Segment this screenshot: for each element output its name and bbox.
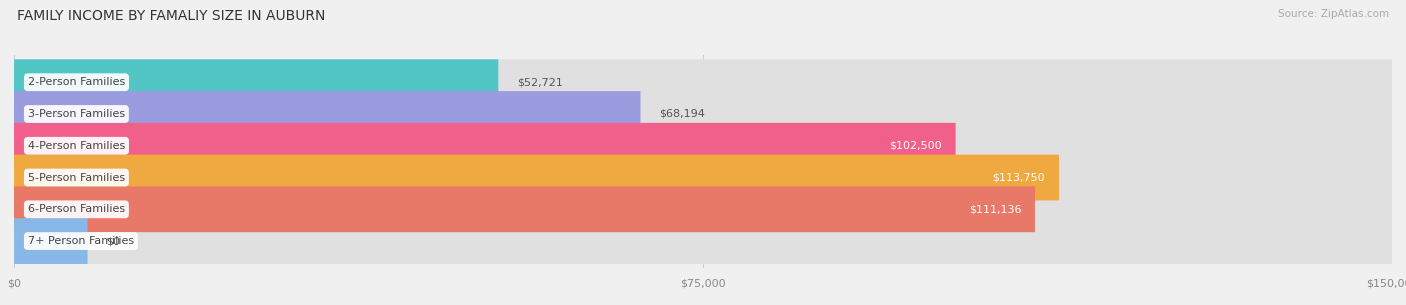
Text: FAMILY INCOME BY FAMALIY SIZE IN AUBURN: FAMILY INCOME BY FAMALIY SIZE IN AUBURN xyxy=(17,9,325,23)
Text: 2-Person Families: 2-Person Families xyxy=(28,77,125,87)
Text: 3-Person Families: 3-Person Families xyxy=(28,109,125,119)
FancyBboxPatch shape xyxy=(14,91,1392,137)
FancyBboxPatch shape xyxy=(14,123,1392,169)
Text: 6-Person Families: 6-Person Families xyxy=(28,204,125,214)
FancyBboxPatch shape xyxy=(14,91,641,137)
FancyBboxPatch shape xyxy=(14,218,87,264)
Text: $111,136: $111,136 xyxy=(969,204,1021,214)
FancyBboxPatch shape xyxy=(14,59,498,105)
FancyBboxPatch shape xyxy=(14,155,1392,200)
FancyBboxPatch shape xyxy=(14,59,1392,105)
Text: $68,194: $68,194 xyxy=(659,109,704,119)
Text: Source: ZipAtlas.com: Source: ZipAtlas.com xyxy=(1278,9,1389,19)
Text: 5-Person Families: 5-Person Families xyxy=(28,173,125,182)
Text: $52,721: $52,721 xyxy=(517,77,562,87)
Text: 7+ Person Families: 7+ Person Families xyxy=(28,236,134,246)
Text: 4-Person Families: 4-Person Families xyxy=(28,141,125,151)
FancyBboxPatch shape xyxy=(14,218,1392,264)
Text: $0: $0 xyxy=(105,236,120,246)
Text: $102,500: $102,500 xyxy=(889,141,942,151)
FancyBboxPatch shape xyxy=(14,186,1035,232)
Text: $113,750: $113,750 xyxy=(993,173,1045,182)
FancyBboxPatch shape xyxy=(14,186,1392,232)
FancyBboxPatch shape xyxy=(14,155,1059,200)
FancyBboxPatch shape xyxy=(14,123,956,169)
